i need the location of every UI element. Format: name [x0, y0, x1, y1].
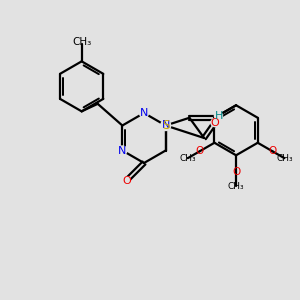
Text: CH₃: CH₃	[179, 154, 196, 163]
Text: CH₃: CH₃	[72, 37, 91, 47]
Circle shape	[161, 121, 171, 130]
Circle shape	[214, 112, 222, 120]
Text: O: O	[122, 176, 131, 186]
Circle shape	[211, 118, 219, 127]
Text: O: O	[232, 167, 240, 177]
Text: H: H	[215, 111, 224, 121]
Circle shape	[140, 109, 148, 118]
Text: N: N	[161, 121, 170, 130]
Circle shape	[122, 177, 130, 184]
Text: S: S	[162, 119, 169, 132]
Circle shape	[161, 121, 170, 130]
Text: CH₃: CH₃	[276, 154, 293, 163]
Circle shape	[118, 146, 127, 155]
Text: N: N	[140, 108, 148, 118]
Text: O: O	[211, 118, 219, 128]
Text: O: O	[268, 146, 277, 156]
Text: N: N	[118, 146, 127, 155]
Text: O: O	[196, 146, 204, 156]
Text: CH₃: CH₃	[228, 182, 244, 190]
